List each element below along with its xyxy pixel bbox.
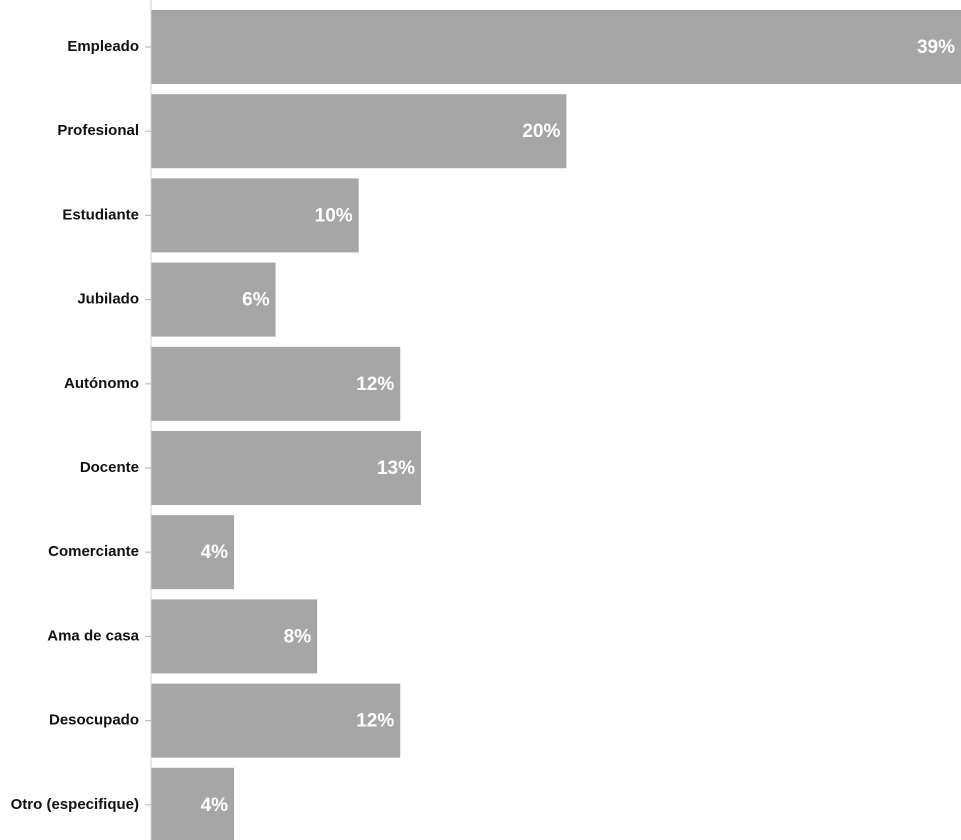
value-label-profesional: 20% bbox=[522, 121, 560, 142]
category-label-autonomo: Autónomo bbox=[64, 375, 139, 392]
value-label-jubilado: 6% bbox=[242, 290, 270, 311]
value-label-estudiante: 10% bbox=[315, 205, 353, 226]
value-label-empleado: 39% bbox=[917, 37, 955, 58]
y-ticks bbox=[145, 46, 151, 806]
category-label-profesional: Profesional bbox=[57, 122, 139, 139]
bar-empleado bbox=[151, 10, 961, 84]
category-label-desocupado: Desocupado bbox=[49, 712, 139, 729]
bar-ama-de-casa bbox=[151, 599, 318, 674]
value-label-desocupado: 12% bbox=[356, 711, 394, 732]
bar-autonomo bbox=[151, 346, 401, 421]
category-label-comerciante: Comerciante bbox=[48, 543, 139, 560]
bar-docente bbox=[151, 431, 421, 505]
category-label-empleado: Empleado bbox=[67, 38, 139, 55]
bar-profesional bbox=[151, 94, 567, 169]
category-label-jubilado: Jubilado bbox=[77, 291, 139, 308]
value-label-comerciante: 4% bbox=[201, 542, 229, 563]
value-labels: 39% 20% 10% 6% 12% 13% 4% 8% 12% 4% bbox=[201, 37, 955, 816]
value-label-ama-de-casa: 8% bbox=[284, 626, 312, 647]
category-label-ama-de-casa: Ama de casa bbox=[47, 627, 139, 644]
category-label-otro-especifique: Otro (especifique) bbox=[11, 796, 139, 813]
value-label-autonomo: 12% bbox=[356, 374, 394, 395]
bar-otro-especifique bbox=[151, 767, 235, 840]
category-label-estudiante: Estudiante bbox=[62, 206, 139, 223]
value-label-docente: 13% bbox=[377, 458, 415, 479]
bar-estudiante bbox=[151, 178, 359, 253]
category-labels: Empleado Profesional Estudiante Jubilado Aut… bbox=[11, 38, 140, 813]
bar-desocupado bbox=[151, 683, 401, 758]
value-label-otro-especifique: 4% bbox=[201, 795, 229, 816]
bar-jubilado bbox=[151, 262, 276, 337]
category-label-docente: Docente bbox=[80, 459, 139, 476]
bar-comerciante bbox=[151, 515, 235, 590]
bars-layer bbox=[151, 10, 961, 840]
